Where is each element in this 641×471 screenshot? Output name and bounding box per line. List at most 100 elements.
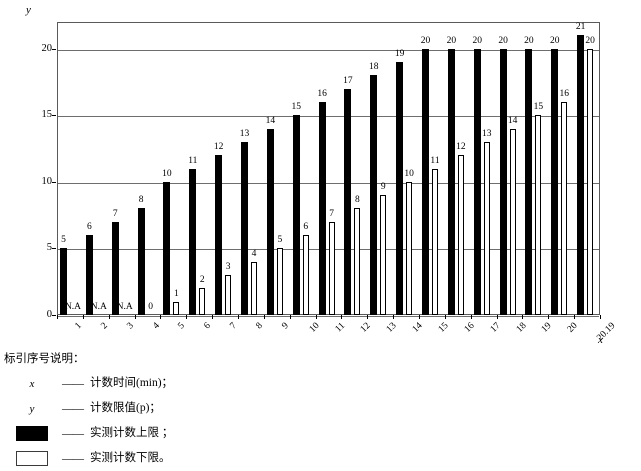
bar-upper-limit xyxy=(111,221,119,315)
bar-value-label-lower: 2 xyxy=(199,275,205,286)
bar-value-label-upper: 17 xyxy=(343,75,353,86)
x-tick-mark xyxy=(367,315,369,319)
bar-lower-limit xyxy=(587,48,594,315)
bar-upper-limit xyxy=(318,101,326,315)
caption-rows: x —— 计数时间(min)； y —— 计数限值(p)； —— 实测计数上限 ； —— 实测计数… xyxy=(4,371,404,471)
x-tick-label: 14 xyxy=(410,321,425,335)
x-tick-mark xyxy=(444,315,446,319)
bar-value-label-upper: 16 xyxy=(317,88,327,99)
x-tick-label: 19 xyxy=(540,321,554,335)
bar-value-label-upper: 21 xyxy=(575,22,586,33)
x-tick-mark xyxy=(134,315,136,319)
bar-lower-limit xyxy=(354,208,361,315)
x-tick-mark xyxy=(108,315,110,319)
bar-lower-limit xyxy=(199,288,206,315)
caption-entry: x —— 计数时间(min)； xyxy=(4,371,404,396)
bar-value-label-upper: 7 xyxy=(112,208,118,219)
bar-value-label-lower: 0 xyxy=(148,302,153,312)
bar-value-label-lower: 5 xyxy=(277,235,283,246)
bar-value-label-lower: 4 xyxy=(251,248,257,259)
bar-value-label-lower: 12 xyxy=(456,142,466,153)
bar-upper-limit xyxy=(163,181,171,315)
x-tick-label: 10 xyxy=(307,321,322,335)
bar-upper-limit xyxy=(370,75,378,315)
y-tick-label-20: 20 xyxy=(41,42,53,54)
bar-value-label-upper: 14 xyxy=(265,115,276,126)
x-tick-label: 7 xyxy=(228,321,239,332)
y-tick-label-15: 15 xyxy=(41,109,53,121)
caption-entry: —— 实测计数下限。 xyxy=(4,446,404,471)
bar-upper-limit xyxy=(396,61,404,315)
y-tick-mark-15 xyxy=(52,115,56,117)
bar-value-label-upper: 5 xyxy=(61,235,66,246)
gridline-y-20 xyxy=(58,49,599,51)
bar-group: 18 9 xyxy=(367,22,393,315)
gridline-y-15 xyxy=(58,116,599,118)
bar-upper-limit xyxy=(551,48,559,315)
bar-upper-limit xyxy=(525,48,533,315)
bar-lower-limit xyxy=(328,221,335,315)
caption-entry-text: 计数限值(p)； xyxy=(90,402,161,414)
bar-lower-limit xyxy=(302,235,309,315)
bar-value-label-upper: 20 xyxy=(498,35,508,46)
bar-group: 11 2 xyxy=(186,22,212,315)
bar-value-label-upper: 20 xyxy=(472,35,482,46)
bar-group: 19 10 xyxy=(393,22,419,315)
bar-value-label-upper: 12 xyxy=(213,142,224,153)
caption-symbol-y: y xyxy=(4,403,48,415)
bar-value-label-upper: 19 xyxy=(394,48,405,59)
bar-group: 16 7 xyxy=(316,22,342,315)
bar-lower-limit xyxy=(380,195,387,315)
x-tick-mark xyxy=(341,315,343,319)
bar-value-label-lower: 14 xyxy=(507,115,518,126)
x-tick-mark xyxy=(57,315,58,319)
bar-upper-limit xyxy=(447,48,455,315)
y-tick-mark-10 xyxy=(52,181,56,183)
x-tick-mark xyxy=(315,315,317,319)
x-tick-label: 15 xyxy=(436,321,451,335)
bar-lower-limit xyxy=(483,141,490,315)
bar-lower-limit xyxy=(251,261,257,315)
bar-group: 15 6 xyxy=(290,22,316,315)
x-tick-label: 8 xyxy=(254,321,265,332)
bar-group: 7 N.A xyxy=(109,22,135,315)
bar-group: 5 N.A xyxy=(57,22,83,315)
caption-entry: y —— 计数限值(p)； xyxy=(4,396,404,421)
legend-swatch-black xyxy=(16,426,48,441)
bar-group: 21 20 xyxy=(574,22,600,315)
bar-value-label-lower: 20 xyxy=(585,35,595,46)
bar-value-label-upper: 13 xyxy=(239,128,250,139)
y-tick-label-10: 10 xyxy=(41,175,53,187)
x-tick-label: 2 xyxy=(99,321,110,332)
x-tick-label: 1 xyxy=(73,321,84,332)
gridline-y-5 xyxy=(58,249,599,251)
bar-chart-figure: y x 0 5 10 15 20 5 N.A 6 N.A 7 N.A 8 0 10 1 11 2 12 3 13 4 1… xyxy=(26,4,618,351)
bar-group: 10 1 xyxy=(160,22,186,315)
caption-entry: —— 实测计数上限 ； xyxy=(4,421,404,446)
bar-lower-limit xyxy=(535,115,542,315)
x-tick-mark xyxy=(186,315,188,319)
bar-lower-limit xyxy=(432,168,438,315)
bar-upper-limit xyxy=(499,48,507,315)
bar-lower-limit xyxy=(406,181,413,315)
x-tick-mark xyxy=(419,315,420,319)
bar-upper-limit xyxy=(215,155,223,315)
bar-value-label-upper: 20 xyxy=(420,35,431,46)
bar-group: 20 14 xyxy=(497,22,523,315)
bar-value-label-upper: 8 xyxy=(138,195,144,206)
x-tick-mark xyxy=(548,315,550,319)
bar-value-label-upper: 20 xyxy=(524,35,534,46)
bar-group: 20 15 xyxy=(522,22,548,315)
caption-symbol-text: y xyxy=(29,402,35,415)
bar-upper-limit xyxy=(422,48,429,315)
x-tick-label: 18 xyxy=(514,321,529,335)
bar-value-label-lower: 8 xyxy=(355,195,360,206)
y-tick-mark-0 xyxy=(52,315,56,316)
x-tick-label: 13 xyxy=(384,321,399,335)
x-axis-ticks: 1 2 3 4 5 6 7 8 9 10 11 12 13 14 15 16 17 18 19 20 20.19 xyxy=(57,315,618,351)
bar-value-label-lower: 10 xyxy=(404,168,414,179)
x-tick-mark xyxy=(574,315,576,319)
plot-area xyxy=(57,22,600,317)
bar-group: 20 12 xyxy=(445,22,471,315)
bar-value-label-lower: 15 xyxy=(533,102,544,113)
